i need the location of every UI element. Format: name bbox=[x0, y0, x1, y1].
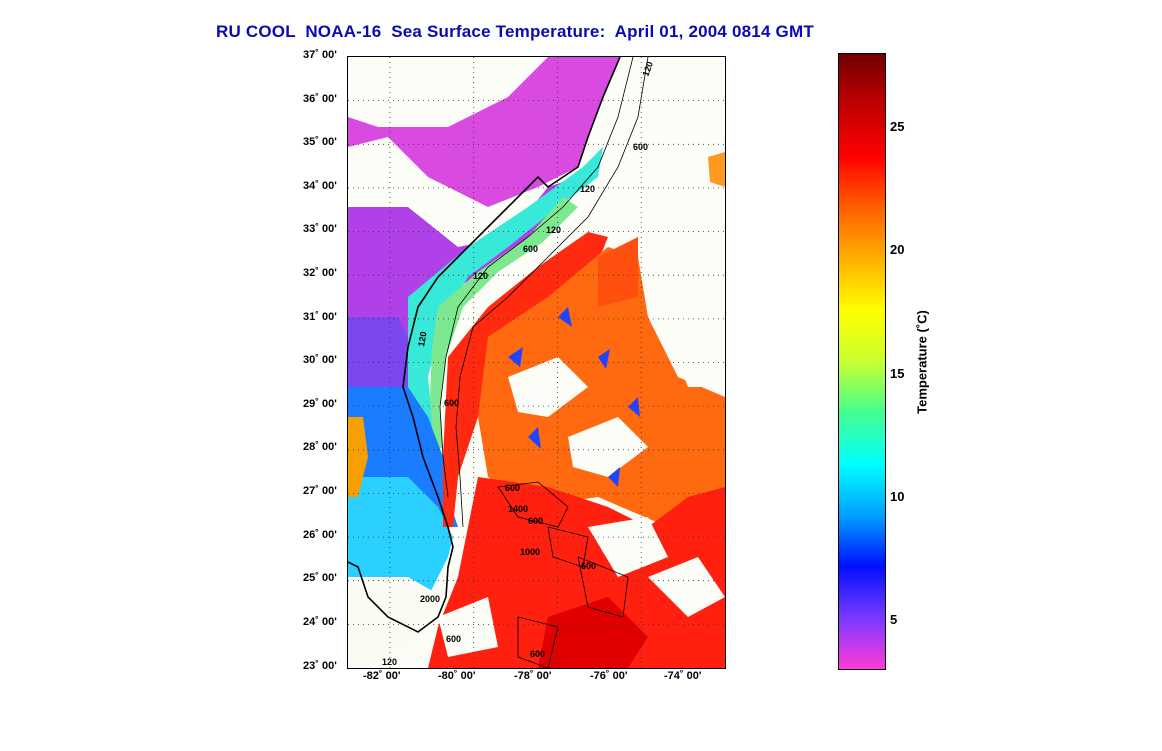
lat-label: 30˚ 00' bbox=[303, 354, 337, 366]
offshore-orange-2 bbox=[598, 237, 638, 307]
colorbar-tick: 25 bbox=[890, 119, 905, 134]
lon-label: -82˚ 00' bbox=[363, 670, 401, 682]
isobath-label: 120 bbox=[382, 657, 397, 667]
lat-label: 35˚ 00' bbox=[303, 136, 337, 148]
lat-label: 29˚ 00' bbox=[303, 398, 337, 410]
offshore-orange bbox=[478, 247, 725, 527]
colorbar bbox=[838, 53, 886, 670]
isobath-label: 120 bbox=[640, 60, 655, 78]
colorbar-tick: 15 bbox=[890, 366, 905, 381]
keys-white bbox=[348, 577, 443, 668]
isobath-label: 1400 bbox=[508, 504, 528, 514]
lon-label: -80˚ 00' bbox=[438, 670, 476, 682]
lat-label: 33˚ 00' bbox=[303, 223, 337, 235]
lat-label: 28˚ 00' bbox=[303, 441, 337, 453]
isobath-label: 1000 bbox=[520, 547, 540, 557]
isobath-label: 120 bbox=[416, 331, 428, 348]
cloud-1 bbox=[508, 357, 588, 417]
lat-lon-grid bbox=[348, 57, 725, 668]
bahamas-banks bbox=[497, 481, 629, 668]
lat-label: 34˚ 00' bbox=[303, 180, 337, 192]
isobath-label: 120 bbox=[546, 225, 561, 235]
florida-west-orange bbox=[348, 417, 368, 497]
cloud-6 bbox=[438, 597, 498, 657]
isobath-label: 600 bbox=[528, 516, 543, 526]
bahamas-dark bbox=[538, 597, 648, 668]
isobath-label: 2000 bbox=[420, 594, 440, 604]
lon-label: -74˚ 00' bbox=[664, 670, 702, 682]
isobath-label: 600 bbox=[530, 649, 545, 659]
cloud-4 bbox=[588, 517, 668, 577]
lat-label: 37˚ 00' bbox=[303, 49, 337, 61]
lon-label: -78˚ 00' bbox=[514, 670, 552, 682]
lat-label: 23˚ 00' bbox=[303, 660, 337, 672]
lat-label: 24˚ 00' bbox=[303, 616, 337, 628]
isobath-label: 120 bbox=[473, 271, 488, 281]
colorbar-tick: 5 bbox=[890, 612, 898, 627]
sst-map-canvas: 120 600 120 120 600 120 600 120 600 1400… bbox=[348, 57, 725, 668]
scatter-blue bbox=[508, 307, 640, 487]
isobath-label: 600 bbox=[444, 398, 459, 408]
florida-blue bbox=[348, 387, 458, 527]
lat-label: 25˚ 00' bbox=[303, 572, 337, 584]
coastline bbox=[348, 57, 621, 633]
cloud-2 bbox=[568, 417, 648, 477]
isobath-label: 600 bbox=[581, 561, 596, 571]
lat-label: 27˚ 00' bbox=[303, 485, 337, 497]
sst-map: 120 600 120 120 600 120 600 120 600 1400… bbox=[347, 56, 726, 669]
lat-label: 32˚ 00' bbox=[303, 267, 337, 279]
ne-orange bbox=[708, 152, 725, 187]
bahamas-red bbox=[428, 477, 725, 668]
lat-label: 31˚ 00' bbox=[303, 311, 337, 323]
cloud-5 bbox=[648, 557, 725, 617]
colorbar-label: Temperature (˚C) bbox=[914, 310, 930, 414]
lat-label: 26˚ 00' bbox=[303, 529, 337, 541]
land-region-violet bbox=[348, 317, 418, 407]
isobath-label: 600 bbox=[446, 634, 461, 644]
colorbar-tick: 10 bbox=[890, 489, 905, 504]
land-region-magenta bbox=[348, 57, 620, 207]
isobath-label: 600 bbox=[633, 142, 648, 152]
isobath-label: 600 bbox=[523, 244, 538, 254]
lat-label: 36˚ 00' bbox=[303, 93, 337, 105]
isobath-label: 120 bbox=[580, 184, 595, 194]
isobath-600 bbox=[455, 57, 649, 528]
lon-label: -76˚ 00' bbox=[590, 670, 628, 682]
cloud-3 bbox=[668, 307, 725, 387]
colorbar-tick: 20 bbox=[890, 242, 905, 257]
isobath-label: 600 bbox=[505, 483, 520, 493]
isobath-120 bbox=[439, 57, 634, 498]
page-title: RU COOL NOAA-16 Sea Surface Temperature:… bbox=[216, 22, 814, 41]
